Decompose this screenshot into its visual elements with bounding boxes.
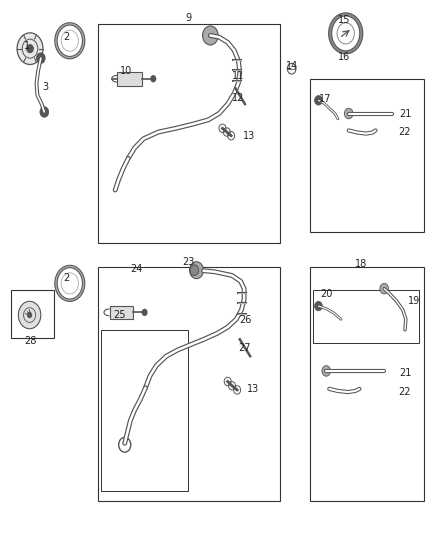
Text: 21: 21 bbox=[399, 109, 411, 118]
Text: 2: 2 bbox=[64, 32, 70, 42]
Circle shape bbox=[17, 33, 43, 64]
Circle shape bbox=[36, 53, 45, 63]
Circle shape bbox=[344, 108, 353, 119]
Circle shape bbox=[18, 301, 41, 329]
Text: 22: 22 bbox=[399, 127, 411, 137]
Bar bbox=[313, 290, 419, 343]
Circle shape bbox=[190, 265, 199, 276]
Text: 19: 19 bbox=[408, 296, 420, 306]
Text: 21: 21 bbox=[399, 368, 411, 378]
Text: 10: 10 bbox=[120, 66, 132, 76]
Bar bbox=[11, 290, 54, 338]
Bar bbox=[98, 266, 279, 501]
Text: 27: 27 bbox=[238, 343, 251, 353]
Circle shape bbox=[27, 312, 32, 318]
Text: 2: 2 bbox=[64, 273, 70, 283]
Text: 18: 18 bbox=[355, 259, 367, 269]
Text: 15: 15 bbox=[338, 14, 350, 25]
Text: 3: 3 bbox=[42, 82, 48, 92]
Circle shape bbox=[190, 262, 203, 279]
Circle shape bbox=[314, 301, 322, 311]
Circle shape bbox=[322, 366, 331, 376]
Circle shape bbox=[141, 309, 148, 316]
Circle shape bbox=[40, 107, 49, 117]
Bar bbox=[117, 72, 142, 86]
Text: 23: 23 bbox=[183, 257, 195, 267]
Circle shape bbox=[314, 95, 322, 105]
Circle shape bbox=[202, 26, 218, 45]
Text: 13: 13 bbox=[247, 384, 259, 394]
Text: 25: 25 bbox=[113, 310, 126, 320]
Bar bbox=[110, 305, 134, 319]
Bar bbox=[310, 266, 424, 501]
Circle shape bbox=[380, 284, 389, 294]
Text: 13: 13 bbox=[243, 131, 255, 141]
Text: 1: 1 bbox=[24, 41, 30, 51]
Text: 20: 20 bbox=[320, 289, 332, 299]
Circle shape bbox=[150, 75, 156, 83]
Text: 16: 16 bbox=[338, 52, 350, 62]
Text: 22: 22 bbox=[399, 387, 411, 397]
Text: 9: 9 bbox=[186, 13, 192, 22]
Text: 14: 14 bbox=[286, 61, 298, 71]
Bar bbox=[310, 79, 424, 232]
Text: 11: 11 bbox=[232, 70, 244, 80]
Text: 17: 17 bbox=[319, 94, 331, 104]
Text: 26: 26 bbox=[239, 316, 251, 325]
Text: 28: 28 bbox=[24, 336, 36, 346]
Text: 12: 12 bbox=[232, 93, 245, 103]
Bar bbox=[98, 24, 279, 243]
Bar bbox=[101, 330, 188, 491]
Circle shape bbox=[27, 44, 33, 53]
Text: 24: 24 bbox=[131, 264, 143, 274]
